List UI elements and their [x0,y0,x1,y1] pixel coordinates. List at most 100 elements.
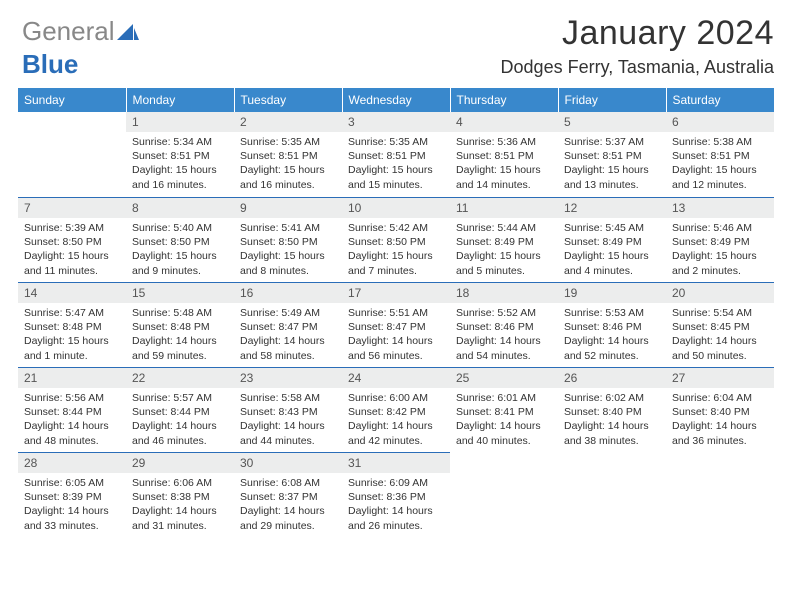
day-number: 15 [126,282,234,303]
calendar-cell: 15Sunrise: 5:48 AMSunset: 8:48 PMDayligh… [126,282,234,367]
day-header: Thursday [450,88,558,112]
day-number: 8 [126,197,234,218]
calendar-cell: 1Sunrise: 5:34 AMSunset: 8:51 PMDaylight… [126,112,234,197]
calendar-cell: 28Sunrise: 6:05 AMSunset: 8:39 PMDayligh… [18,452,126,537]
calendar-cell: 21Sunrise: 5:56 AMSunset: 8:44 PMDayligh… [18,367,126,452]
calendar-cell: .. [450,452,558,537]
calendar-cell: 12Sunrise: 5:45 AMSunset: 8:49 PMDayligh… [558,197,666,282]
day-header: Monday [126,88,234,112]
calendar-cell: 8Sunrise: 5:40 AMSunset: 8:50 PMDaylight… [126,197,234,282]
calendar-table: SundayMondayTuesdayWednesdayThursdayFrid… [18,88,774,537]
day-details: Sunrise: 5:49 AMSunset: 8:47 PMDaylight:… [234,303,342,366]
calendar-cell: 19Sunrise: 5:53 AMSunset: 8:46 PMDayligh… [558,282,666,367]
logo-sail-icon [117,18,139,49]
calendar-row: 14Sunrise: 5:47 AMSunset: 8:48 PMDayligh… [18,282,774,367]
day-header: Wednesday [342,88,450,112]
day-number: 2 [234,112,342,132]
day-details: Sunrise: 6:05 AMSunset: 8:39 PMDaylight:… [18,473,126,536]
calendar-cell: 17Sunrise: 5:51 AMSunset: 8:47 PMDayligh… [342,282,450,367]
calendar-cell: 20Sunrise: 5:54 AMSunset: 8:45 PMDayligh… [666,282,774,367]
day-number: 20 [666,282,774,303]
day-details: Sunrise: 6:08 AMSunset: 8:37 PMDaylight:… [234,473,342,536]
calendar-cell: .. [666,452,774,537]
calendar-cell: 11Sunrise: 5:44 AMSunset: 8:49 PMDayligh… [450,197,558,282]
calendar-cell: 23Sunrise: 5:58 AMSunset: 8:43 PMDayligh… [234,367,342,452]
day-header: Tuesday [234,88,342,112]
calendar-cell: 7Sunrise: 5:39 AMSunset: 8:50 PMDaylight… [18,197,126,282]
day-number: 19 [558,282,666,303]
day-number: 24 [342,367,450,388]
calendar-cell: .. [18,112,126,197]
day-details: Sunrise: 5:51 AMSunset: 8:47 PMDaylight:… [342,303,450,366]
day-number: 23 [234,367,342,388]
day-details: Sunrise: 5:39 AMSunset: 8:50 PMDaylight:… [18,218,126,281]
day-header-row: SundayMondayTuesdayWednesdayThursdayFrid… [18,88,774,112]
calendar-cell: 2Sunrise: 5:35 AMSunset: 8:51 PMDaylight… [234,112,342,197]
day-details: Sunrise: 5:45 AMSunset: 8:49 PMDaylight:… [558,218,666,281]
calendar-row: 21Sunrise: 5:56 AMSunset: 8:44 PMDayligh… [18,367,774,452]
logo-text-general: General [22,16,115,46]
day-details: Sunrise: 6:02 AMSunset: 8:40 PMDaylight:… [558,388,666,451]
day-number: 29 [126,452,234,473]
calendar-cell: 30Sunrise: 6:08 AMSunset: 8:37 PMDayligh… [234,452,342,537]
day-details: Sunrise: 5:48 AMSunset: 8:48 PMDaylight:… [126,303,234,366]
calendar-cell: 24Sunrise: 6:00 AMSunset: 8:42 PMDayligh… [342,367,450,452]
day-number: 11 [450,197,558,218]
day-details: Sunrise: 5:47 AMSunset: 8:48 PMDaylight:… [18,303,126,366]
day-details: Sunrise: 5:36 AMSunset: 8:51 PMDaylight:… [450,132,558,195]
calendar-cell: 4Sunrise: 5:36 AMSunset: 8:51 PMDaylight… [450,112,558,197]
calendar-cell: 27Sunrise: 6:04 AMSunset: 8:40 PMDayligh… [666,367,774,452]
calendar-cell: 31Sunrise: 6:09 AMSunset: 8:36 PMDayligh… [342,452,450,537]
day-details: Sunrise: 5:44 AMSunset: 8:49 PMDaylight:… [450,218,558,281]
calendar-cell: 10Sunrise: 5:42 AMSunset: 8:50 PMDayligh… [342,197,450,282]
day-details: Sunrise: 5:53 AMSunset: 8:46 PMDaylight:… [558,303,666,366]
calendar-cell: 22Sunrise: 5:57 AMSunset: 8:44 PMDayligh… [126,367,234,452]
calendar-cell: 6Sunrise: 5:38 AMSunset: 8:51 PMDaylight… [666,112,774,197]
calendar-body: ..1Sunrise: 5:34 AMSunset: 8:51 PMDaylig… [18,112,774,537]
day-number: 25 [450,367,558,388]
day-details: Sunrise: 5:38 AMSunset: 8:51 PMDaylight:… [666,132,774,195]
calendar-row: 7Sunrise: 5:39 AMSunset: 8:50 PMDaylight… [18,197,774,282]
calendar-cell: 13Sunrise: 5:46 AMSunset: 8:49 PMDayligh… [666,197,774,282]
day-details: Sunrise: 6:06 AMSunset: 8:38 PMDaylight:… [126,473,234,536]
calendar-cell: 5Sunrise: 5:37 AMSunset: 8:51 PMDaylight… [558,112,666,197]
day-number: 28 [18,452,126,473]
logo-text: GeneralBlue [22,16,139,79]
day-header: Sunday [18,88,126,112]
day-details: Sunrise: 5:52 AMSunset: 8:46 PMDaylight:… [450,303,558,366]
day-number: 7 [18,197,126,218]
calendar-row: ..1Sunrise: 5:34 AMSunset: 8:51 PMDaylig… [18,112,774,197]
day-details: Sunrise: 5:37 AMSunset: 8:51 PMDaylight:… [558,132,666,195]
day-number: 22 [126,367,234,388]
day-number: 16 [234,282,342,303]
day-number: 5 [558,112,666,132]
calendar-cell: 16Sunrise: 5:49 AMSunset: 8:47 PMDayligh… [234,282,342,367]
day-details: Sunrise: 5:58 AMSunset: 8:43 PMDaylight:… [234,388,342,451]
day-details: Sunrise: 6:09 AMSunset: 8:36 PMDaylight:… [342,473,450,536]
logo-text-blue: Blue [22,49,78,79]
day-details: Sunrise: 5:42 AMSunset: 8:50 PMDaylight:… [342,218,450,281]
calendar-cell: .. [558,452,666,537]
day-details: Sunrise: 5:34 AMSunset: 8:51 PMDaylight:… [126,132,234,195]
calendar-cell: 18Sunrise: 5:52 AMSunset: 8:46 PMDayligh… [450,282,558,367]
day-header: Friday [558,88,666,112]
day-number: 30 [234,452,342,473]
day-number: 18 [450,282,558,303]
day-details: Sunrise: 5:35 AMSunset: 8:51 PMDaylight:… [342,132,450,195]
day-details: Sunrise: 5:35 AMSunset: 8:51 PMDaylight:… [234,132,342,195]
calendar-cell: 29Sunrise: 6:06 AMSunset: 8:38 PMDayligh… [126,452,234,537]
day-number: 6 [666,112,774,132]
day-number: 9 [234,197,342,218]
header: GeneralBlue January 2024 Dodges Ferry, T… [18,14,774,78]
day-number: 21 [18,367,126,388]
calendar-cell: 9Sunrise: 5:41 AMSunset: 8:50 PMDaylight… [234,197,342,282]
day-number: 17 [342,282,450,303]
day-details: Sunrise: 6:00 AMSunset: 8:42 PMDaylight:… [342,388,450,451]
day-details: Sunrise: 5:46 AMSunset: 8:49 PMDaylight:… [666,218,774,281]
day-number: 12 [558,197,666,218]
day-details: Sunrise: 6:04 AMSunset: 8:40 PMDaylight:… [666,388,774,451]
day-number: 26 [558,367,666,388]
day-details: Sunrise: 5:57 AMSunset: 8:44 PMDaylight:… [126,388,234,451]
day-details: Sunrise: 5:41 AMSunset: 8:50 PMDaylight:… [234,218,342,281]
calendar-cell: 25Sunrise: 6:01 AMSunset: 8:41 PMDayligh… [450,367,558,452]
